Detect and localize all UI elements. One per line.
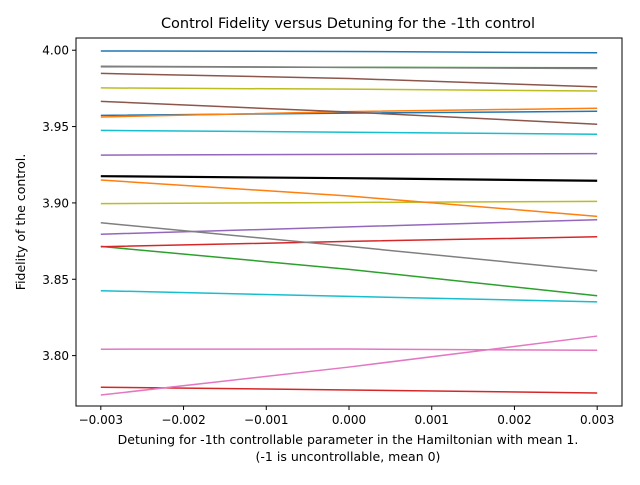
series-line-10 [100, 152, 598, 156]
series-line-18 [100, 289, 598, 303]
series-line-15 [100, 218, 598, 235]
plot-lines [100, 50, 598, 396]
x-tick-label: 0.002 [497, 413, 531, 427]
series-line-13 [100, 200, 598, 205]
x-axis-ticks: −0.003 −0.002 −0.001 0.000 0.001 0.002 0.003 [79, 406, 614, 427]
series-line-5 [100, 87, 598, 92]
series-line-20 [100, 335, 598, 396]
x-tick-label: 0.000 [332, 413, 366, 427]
x-axis-label-line2: (-1 is uncontrollable, mean 0) [256, 449, 441, 464]
x-tick-label: −0.003 [79, 413, 123, 427]
series-line-19 [100, 348, 598, 352]
series-line-6 [100, 100, 598, 126]
series-line-16 [100, 236, 598, 248]
series-line-1 [100, 50, 598, 54]
series-line-12 [100, 179, 598, 218]
series-line-11 [100, 175, 598, 182]
y-axis-label: Fidelity of the control. [13, 154, 28, 290]
x-axis-label: Detuning for -1th controllable parameter… [118, 432, 579, 447]
x-tick-label: 0.003 [580, 413, 614, 427]
y-tick-label: 3.80 [42, 349, 69, 363]
y-tick-label: 4.00 [42, 44, 69, 58]
x-tick-label: −0.002 [161, 413, 205, 427]
x-tick-label: −0.001 [244, 413, 288, 427]
chart-title: Control Fidelity versus Detuning for the… [161, 16, 535, 32]
series-line-21 [100, 386, 598, 394]
series-line-4 [100, 72, 598, 88]
series-line-17 [100, 245, 598, 297]
y-tick-label: 3.95 [42, 120, 69, 134]
series-line-9 [100, 129, 598, 135]
x-tick-label: 0.001 [415, 413, 449, 427]
series-line-2 [100, 65, 598, 70]
y-tick-label: 3.90 [42, 196, 69, 210]
y-tick-label: 3.85 [42, 273, 69, 287]
y-axis-ticks: 3.80 3.85 3.90 3.95 4.00 [42, 44, 76, 363]
series-line-14 [100, 222, 598, 272]
